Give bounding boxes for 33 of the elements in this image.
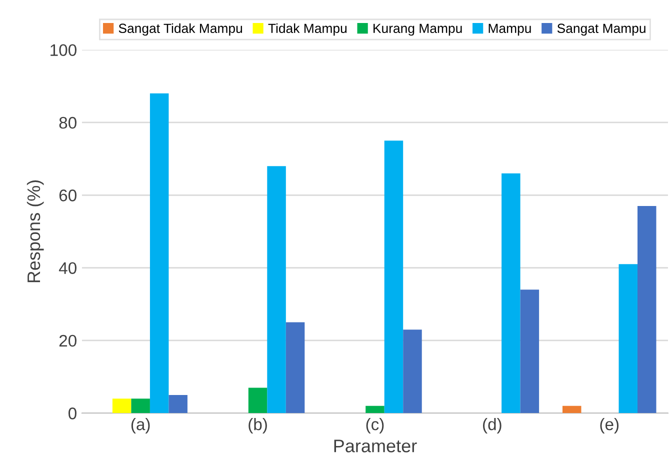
x-axis-title: Parameter [334, 440, 417, 452]
y-tick-label: 100 [50, 44, 76, 56]
bar [384, 140, 404, 414]
bar [112, 398, 132, 414]
bar [520, 290, 540, 414]
legend-label: Sangat Tidak Mampu [118, 23, 242, 36]
legend-label: Tidak Mampu [268, 23, 347, 36]
bar [267, 166, 286, 414]
x-tick-label: (b) [248, 418, 267, 434]
x-tick-label: (a) [131, 418, 150, 434]
y-tick-label: 80 [59, 116, 76, 129]
x-tick-label: (d) [483, 418, 502, 434]
y-tick-label: 0 [68, 408, 76, 420]
bar [150, 93, 169, 414]
bar [562, 406, 582, 414]
legend-label: Kurang Mampu [374, 24, 462, 36]
x-tick-label: (c) [366, 418, 384, 434]
y-tick-label: 20 [59, 334, 76, 347]
y-tick-label: 40 [58, 262, 76, 274]
x-tick-label: (e) [600, 418, 619, 434]
bar [248, 388, 268, 414]
legend-label: Mampu [488, 24, 531, 36]
bar [618, 264, 638, 414]
bar [637, 206, 656, 414]
bar [366, 406, 384, 414]
bar [168, 394, 188, 414]
bar [403, 330, 422, 414]
y-axis-title: Respons (%) [26, 180, 44, 282]
bar [286, 322, 305, 414]
bar [502, 173, 520, 414]
bar [131, 398, 150, 414]
legend-label: Sangat Mampu [557, 24, 646, 36]
y-tick-label: 60 [59, 190, 76, 202]
